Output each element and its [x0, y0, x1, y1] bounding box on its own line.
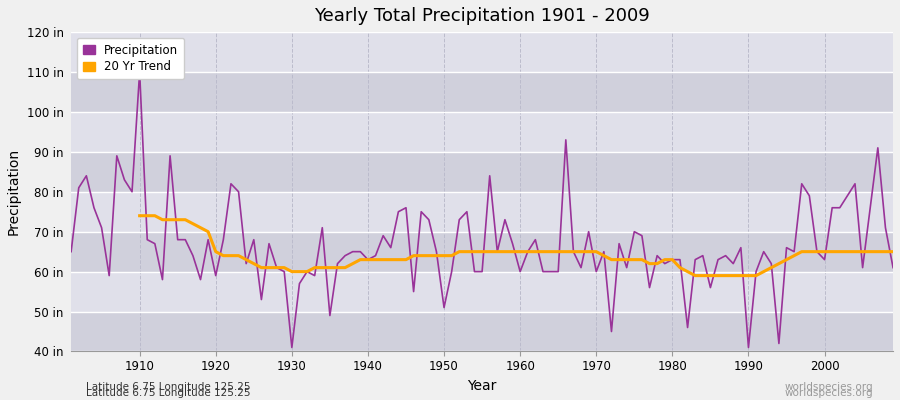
Text: Latitude 6.75 Longitude 125.25: Latitude 6.75 Longitude 125.25 — [86, 388, 250, 398]
Title: Yearly Total Precipitation 1901 - 2009: Yearly Total Precipitation 1901 - 2009 — [314, 7, 650, 25]
Bar — [71, 272, 893, 312]
Text: worldspecies.org: worldspecies.org — [785, 388, 873, 398]
Bar — [71, 32, 893, 72]
Bar — [71, 192, 893, 232]
Bar — [71, 232, 893, 272]
Bar — [71, 72, 893, 112]
Legend: Precipitation, 20 Yr Trend: Precipitation, 20 Yr Trend — [77, 38, 184, 79]
Bar — [71, 112, 893, 152]
Y-axis label: Precipitation: Precipitation — [7, 148, 21, 235]
Text: Latitude 6.75 Longitude 125.25: Latitude 6.75 Longitude 125.25 — [86, 382, 250, 392]
X-axis label: Year: Year — [467, 379, 497, 393]
Bar — [71, 152, 893, 192]
Text: worldspecies.org: worldspecies.org — [785, 382, 873, 392]
Bar — [71, 312, 893, 352]
